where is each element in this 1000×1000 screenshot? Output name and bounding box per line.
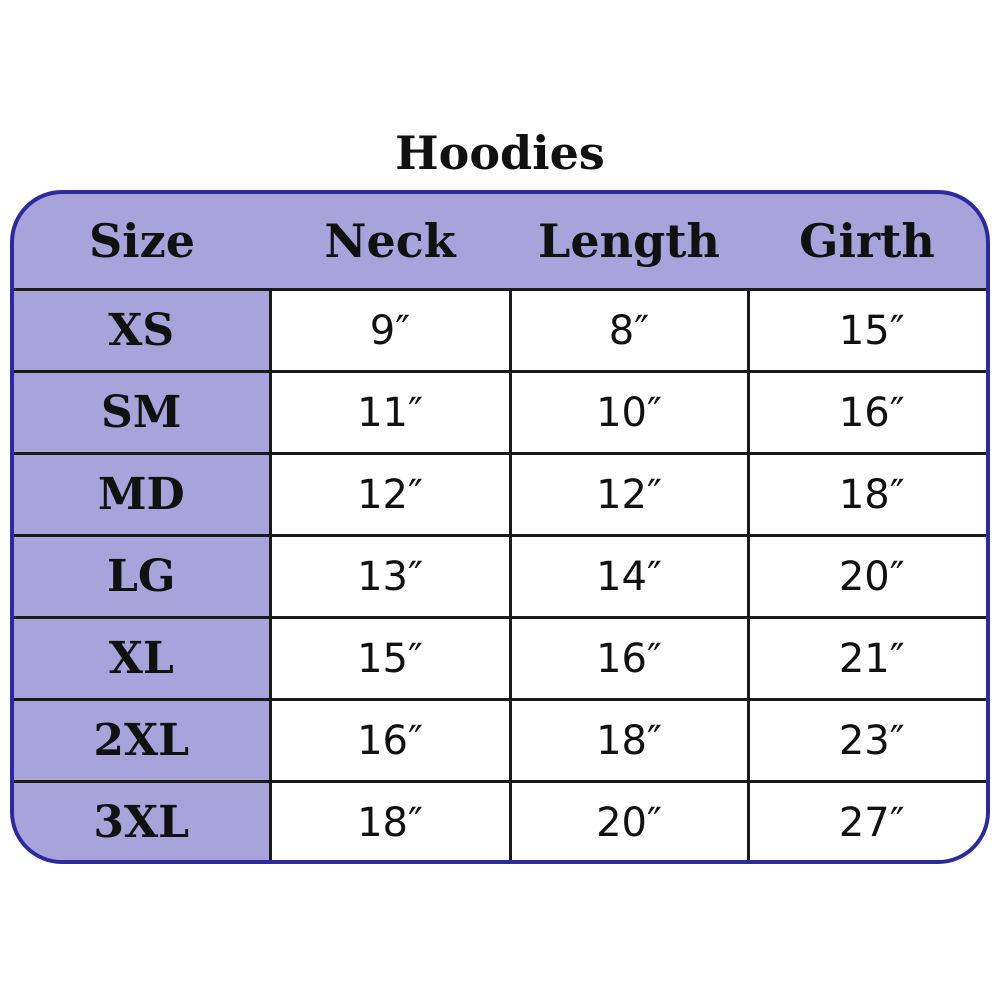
table-row: XS 9″ 8″ 15″: [14, 288, 986, 373]
cell-neck: 13″: [268, 534, 512, 619]
cell-size: LG: [14, 534, 272, 619]
cell-size: MD: [14, 452, 272, 537]
table-row: 3XL 18″ 20″ 27″: [14, 780, 986, 860]
cell-girth: 18″: [746, 452, 986, 537]
cell-length: 12″: [508, 452, 750, 537]
cell-girth: 21″: [746, 616, 986, 701]
cell-neck: 12″: [268, 452, 512, 537]
cell-girth: 16″: [746, 370, 986, 455]
cell-length: 20″: [508, 780, 750, 860]
cell-girth: 15″: [746, 288, 986, 373]
table-row: MD 12″ 12″ 18″: [14, 452, 986, 537]
cell-neck: 11″: [268, 370, 512, 455]
cell-size: 2XL: [14, 698, 272, 783]
cell-size: SM: [14, 370, 272, 455]
cell-neck: 15″: [268, 616, 512, 701]
table-row: LG 13″ 14″ 20″: [14, 534, 986, 619]
chart-title: Hoodies: [395, 126, 605, 180]
cell-length: 10″: [508, 370, 750, 455]
header-neck: Neck: [324, 214, 456, 268]
cell-length: 14″: [508, 534, 750, 619]
cell-length: 18″: [508, 698, 750, 783]
cell-neck: 16″: [268, 698, 512, 783]
table-row: XL 15″ 16″ 21″: [14, 616, 986, 701]
size-chart-table: Size Neck Length Girth XS 9″ 8″ 15″ SM 11″ 10″…: [10, 190, 990, 864]
header-length: Length: [538, 214, 720, 268]
cell-girth: 23″: [746, 698, 986, 783]
cell-size: XS: [14, 288, 272, 373]
cell-neck: 18″: [268, 780, 512, 860]
table-row: SM 11″ 10″ 16″: [14, 370, 986, 455]
cell-length: 16″: [508, 616, 750, 701]
header-girth: Girth: [799, 214, 935, 268]
cell-length: 8″: [508, 288, 750, 373]
cell-girth: 20″: [746, 534, 986, 619]
cell-neck: 9″: [268, 288, 512, 373]
cell-girth: 27″: [746, 780, 986, 860]
header-row: Size Neck Length Girth: [14, 194, 986, 288]
cell-size: XL: [14, 616, 272, 701]
size-table-body: XS 9″ 8″ 15″ SM 11″ 10″ 16″ MD 12″ 12″ 18″ LG 13″ 14″ 2…: [14, 288, 986, 860]
table-row: 2XL 16″ 18″ 23″: [14, 698, 986, 783]
header-size: Size: [88, 214, 196, 268]
cell-size: 3XL: [14, 780, 272, 860]
